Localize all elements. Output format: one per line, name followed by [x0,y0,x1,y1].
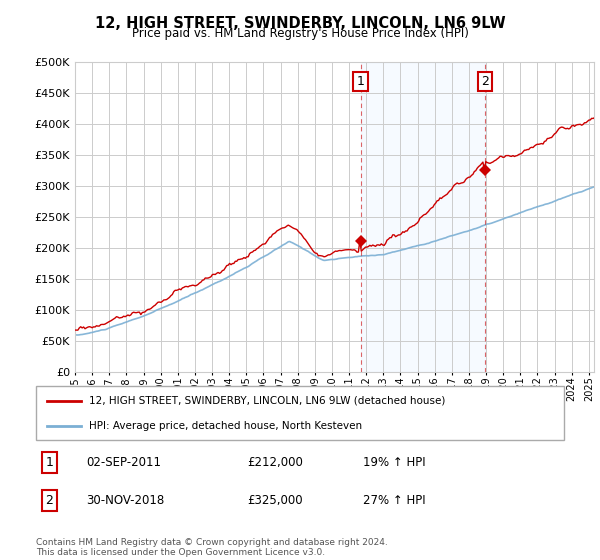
Bar [361,62,485,372]
Text: 1: 1 [45,456,53,469]
Text: HPI: Average price, detached house, North Kesteven: HPI: Average price, detached house, Nort… [89,421,362,431]
FancyBboxPatch shape [36,386,564,440]
Text: £325,000: £325,000 [247,494,303,507]
Text: 2: 2 [45,494,53,507]
Text: £212,000: £212,000 [247,456,303,469]
Text: 30-NOV-2018: 30-NOV-2018 [86,494,164,507]
Text: 02-SEP-2011: 02-SEP-2011 [86,456,161,469]
Text: Price paid vs. HM Land Registry's House Price Index (HPI): Price paid vs. HM Land Registry's House … [131,27,469,40]
Text: 1: 1 [356,75,364,88]
Text: 19% ↑ HPI: 19% ↑ HPI [364,456,426,469]
Text: Contains HM Land Registry data © Crown copyright and database right 2024.
This d: Contains HM Land Registry data © Crown c… [36,538,388,557]
Text: 12, HIGH STREET, SWINDERBY, LINCOLN, LN6 9LW: 12, HIGH STREET, SWINDERBY, LINCOLN, LN6… [95,16,505,31]
Text: 27% ↑ HPI: 27% ↑ HPI [364,494,426,507]
Text: 12, HIGH STREET, SWINDERBY, LINCOLN, LN6 9LW (detached house): 12, HIGH STREET, SWINDERBY, LINCOLN, LN6… [89,396,445,406]
Text: 2: 2 [481,75,488,88]
